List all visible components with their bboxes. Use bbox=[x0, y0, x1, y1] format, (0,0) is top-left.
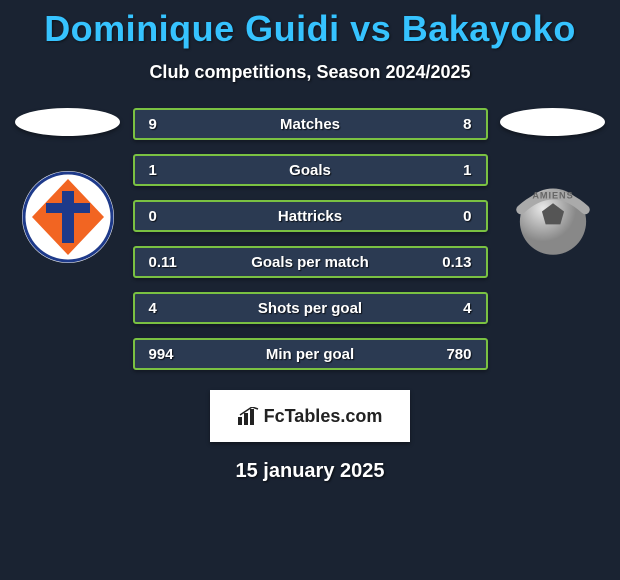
stat-bar-matches: 9 Matches 8 bbox=[133, 108, 488, 140]
stat-right-value: 4 bbox=[463, 300, 471, 317]
stat-bar-hattricks: 0 Hattricks 0 bbox=[133, 200, 488, 232]
stat-right-value: 0.13 bbox=[442, 254, 471, 271]
stat-right-value: 8 bbox=[463, 116, 471, 133]
comparison-card: Dominique Guidi vs Bakayoko Club competi… bbox=[0, 0, 620, 483]
fctables-logo: FcTables.com bbox=[238, 406, 383, 427]
stats-column: 9 Matches 8 1 Goals 1 0 Hattricks 0 0.11… bbox=[133, 108, 488, 370]
right-club-badge: AMIENS bbox=[507, 171, 599, 263]
amiens-logo-icon: AMIENS bbox=[507, 167, 599, 267]
svg-text:AMIENS: AMIENS bbox=[532, 191, 573, 201]
stat-bar-shots-per-goal: 4 Shots per goal 4 bbox=[133, 292, 488, 324]
stat-label: Shots per goal bbox=[258, 300, 362, 317]
stat-label: Goals bbox=[289, 162, 331, 179]
stat-right-value: 0 bbox=[463, 208, 471, 225]
stat-bar-goals-per-match: 0.11 Goals per match 0.13 bbox=[133, 246, 488, 278]
tappara-logo-icon bbox=[22, 171, 114, 263]
stat-right-value: 1 bbox=[463, 162, 471, 179]
stat-left-value: 0.11 bbox=[149, 254, 177, 271]
date-label: 15 january 2025 bbox=[236, 460, 385, 483]
stat-right-value: 780 bbox=[446, 346, 471, 363]
stat-left-value: 9 bbox=[149, 116, 157, 133]
stat-label: Hattricks bbox=[278, 208, 342, 225]
player-silhouette-left bbox=[15, 108, 120, 136]
player-silhouette-right bbox=[500, 108, 605, 136]
right-player-col: AMIENS bbox=[498, 108, 608, 263]
page-subtitle: Club competitions, Season 2024/2025 bbox=[0, 62, 620, 83]
stat-left-value: 0 bbox=[149, 208, 157, 225]
stat-left-value: 1 bbox=[149, 162, 157, 179]
main-row: 9 Matches 8 1 Goals 1 0 Hattricks 0 0.11… bbox=[0, 108, 620, 370]
left-player-col bbox=[13, 108, 123, 263]
page-title: Dominique Guidi vs Bakayoko bbox=[0, 8, 620, 50]
brand-text: FcTables.com bbox=[264, 406, 383, 427]
left-club-badge bbox=[22, 171, 114, 263]
fctables-link[interactable]: FcTables.com bbox=[210, 390, 410, 442]
bars-icon bbox=[238, 407, 260, 425]
stat-label: Min per goal bbox=[266, 346, 354, 363]
stat-bar-min-per-goal: 994 Min per goal 780 bbox=[133, 338, 488, 370]
stat-left-value: 4 bbox=[149, 300, 157, 317]
stat-bar-goals: 1 Goals 1 bbox=[133, 154, 488, 186]
stat-label: Goals per match bbox=[251, 254, 369, 271]
footer: FcTables.com 15 january 2025 bbox=[0, 390, 620, 483]
stat-left-value: 994 bbox=[149, 346, 174, 363]
stat-label: Matches bbox=[280, 116, 340, 133]
